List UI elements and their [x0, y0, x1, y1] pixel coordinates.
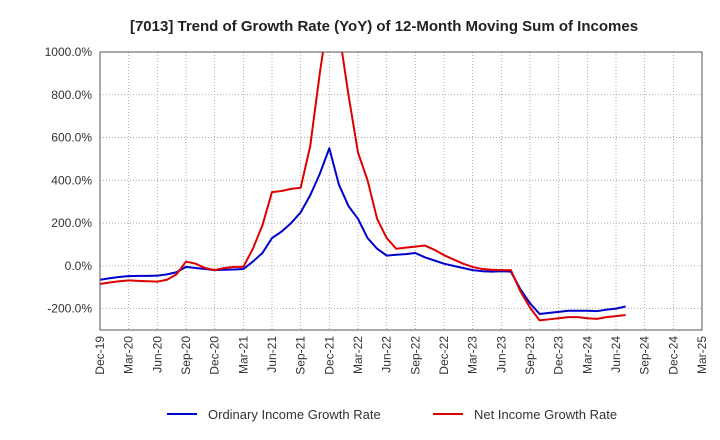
- y-tick-label: 200.0%: [51, 216, 92, 230]
- y-tick-label: 1000.0%: [45, 45, 93, 59]
- x-tick-label: Mar-25: [695, 336, 709, 374]
- legend-label-ordinary: Ordinary Income Growth Rate: [208, 407, 381, 422]
- x-tick-label: Mar-22: [351, 336, 365, 374]
- legend: Ordinary Income Growth Rate Net Income G…: [167, 407, 617, 422]
- x-tick-label: Dec-22: [437, 336, 451, 375]
- x-tick-label: Jun-23: [494, 336, 508, 373]
- x-tick-label: Mar-20: [122, 336, 136, 374]
- series-lines: [100, 52, 626, 322]
- x-tick-label: Dec-21: [322, 336, 336, 375]
- x-tick-label: Sep-21: [294, 336, 308, 375]
- y-tick-label: 800.0%: [51, 88, 92, 102]
- x-tick-label: Dec-19: [93, 336, 107, 375]
- x-tick-label: Jun-21: [265, 336, 279, 373]
- grid: [99, 51, 703, 330]
- x-tick-label: Jun-24: [609, 336, 623, 373]
- series-line-ordinary-income: [100, 147, 626, 315]
- x-tick-label: Dec-20: [208, 336, 222, 375]
- x-tick-label: Jun-20: [150, 336, 164, 373]
- x-tick-label: Jun-22: [380, 336, 394, 373]
- x-tick-label: Mar-24: [580, 336, 594, 374]
- y-axis-ticks: -200.0% 0.0% 200.0% 400.0% 600.0% 800.0% 1000.…: [45, 45, 93, 316]
- x-tick-label: Sep-23: [523, 336, 537, 375]
- series-line-net-income: [100, 52, 626, 322]
- y-tick-label: 400.0%: [51, 173, 92, 187]
- x-tick-label: Dec-23: [552, 336, 566, 375]
- plot-frame: [99, 51, 703, 331]
- x-tick-label: Mar-23: [466, 336, 480, 374]
- x-tick-label: Sep-22: [408, 336, 422, 375]
- x-axis-ticks: Dec-19 Mar-20 Jun-20 Sep-20 Dec-20 Mar-21 Jun-…: [93, 336, 709, 375]
- x-tick-label: Mar-21: [236, 336, 250, 374]
- x-tick-label: Sep-24: [638, 336, 652, 375]
- legend-label-net: Net Income Growth Rate: [474, 407, 617, 422]
- x-tick-label: Sep-20: [179, 336, 193, 375]
- y-tick-label: 600.0%: [51, 131, 92, 145]
- y-tick-label: 0.0%: [65, 259, 93, 273]
- chart-title: [7013] Trend of Growth Rate (YoY) of 12-…: [130, 18, 638, 35]
- x-tick-label: Dec-24: [666, 336, 680, 375]
- y-tick-label: -200.0%: [47, 302, 92, 316]
